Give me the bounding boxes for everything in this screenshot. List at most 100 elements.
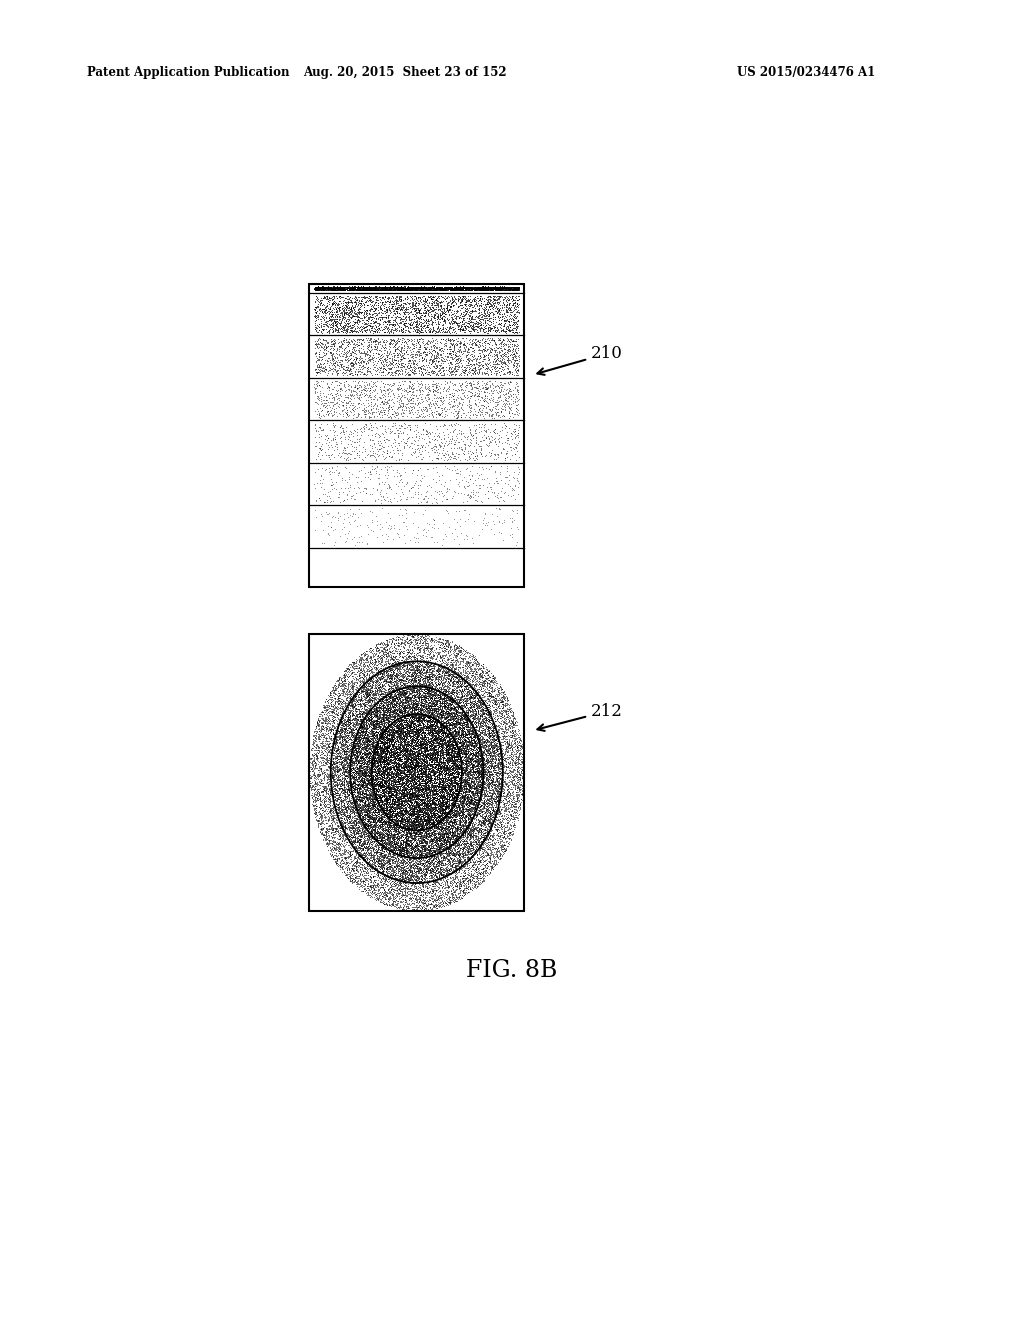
Point xyxy=(360,360,377,381)
Point xyxy=(397,851,414,873)
Point xyxy=(439,330,456,351)
Point xyxy=(410,796,426,817)
Point xyxy=(451,737,467,758)
Point xyxy=(366,869,382,890)
Point xyxy=(438,759,455,780)
Point xyxy=(509,301,525,322)
Point xyxy=(486,756,503,777)
Point xyxy=(434,416,451,437)
Point xyxy=(417,729,433,750)
Point xyxy=(336,807,352,828)
Point xyxy=(466,774,482,795)
Point xyxy=(324,754,340,775)
Point xyxy=(367,853,383,874)
Point xyxy=(506,715,522,737)
Point xyxy=(418,686,434,708)
Point xyxy=(325,737,341,758)
Point xyxy=(387,804,403,825)
Point xyxy=(395,785,412,807)
Point xyxy=(484,781,501,803)
Point xyxy=(488,840,505,861)
Point xyxy=(474,731,490,752)
Point xyxy=(509,289,525,310)
Point xyxy=(394,714,411,735)
Point xyxy=(473,444,489,465)
Point xyxy=(454,319,470,341)
Point xyxy=(359,793,376,814)
Point xyxy=(404,759,421,780)
Point xyxy=(441,743,458,764)
Point xyxy=(496,276,512,297)
Point xyxy=(342,867,358,888)
Point xyxy=(382,491,398,512)
Point xyxy=(336,804,352,825)
Point xyxy=(494,759,510,780)
Point xyxy=(503,289,519,310)
Point xyxy=(412,866,428,887)
Point xyxy=(314,743,331,764)
Point xyxy=(340,867,356,888)
Point xyxy=(366,780,382,801)
Point xyxy=(500,747,516,768)
Point xyxy=(414,729,430,750)
Point xyxy=(368,763,384,784)
Point xyxy=(471,696,487,717)
Point xyxy=(385,789,401,810)
Point xyxy=(493,734,509,755)
Point xyxy=(434,779,451,800)
Point xyxy=(456,759,472,780)
Point xyxy=(369,888,385,909)
Point xyxy=(386,865,402,886)
Point xyxy=(466,690,482,711)
Point xyxy=(339,779,355,800)
Point xyxy=(454,880,470,902)
Point xyxy=(358,755,375,776)
Point xyxy=(506,792,522,813)
Point xyxy=(326,421,342,442)
Point xyxy=(367,689,383,710)
Point xyxy=(441,751,458,772)
Point xyxy=(463,696,479,717)
Point xyxy=(412,768,428,789)
Point xyxy=(395,731,412,752)
Point xyxy=(376,783,392,804)
Point xyxy=(377,676,393,697)
Point xyxy=(333,693,349,714)
Point xyxy=(415,876,431,898)
Point xyxy=(426,694,442,715)
Point xyxy=(482,738,499,759)
Point xyxy=(453,388,469,409)
Point xyxy=(379,767,395,788)
Point xyxy=(391,764,408,785)
Point xyxy=(375,358,391,379)
Point xyxy=(367,784,383,805)
Point xyxy=(414,825,430,846)
Point xyxy=(413,751,429,772)
Point xyxy=(397,771,414,792)
Point xyxy=(336,764,352,785)
Point xyxy=(349,665,366,686)
Point xyxy=(313,792,330,813)
Point xyxy=(433,285,450,306)
Point xyxy=(495,329,511,350)
Point xyxy=(435,684,452,705)
Point xyxy=(481,711,498,733)
Point xyxy=(467,726,483,747)
Point xyxy=(444,721,461,742)
Point xyxy=(406,374,422,395)
Point xyxy=(473,774,489,795)
Point xyxy=(459,277,475,298)
Point xyxy=(396,845,413,866)
Point xyxy=(393,422,410,444)
Point xyxy=(382,787,398,808)
Point xyxy=(443,759,460,780)
Point xyxy=(347,810,364,832)
Point xyxy=(353,775,370,796)
Point xyxy=(306,799,323,820)
Point xyxy=(438,296,455,317)
Point xyxy=(402,671,419,692)
Point xyxy=(335,708,351,729)
Point xyxy=(412,338,428,359)
Point xyxy=(417,754,433,775)
Point xyxy=(453,845,469,866)
